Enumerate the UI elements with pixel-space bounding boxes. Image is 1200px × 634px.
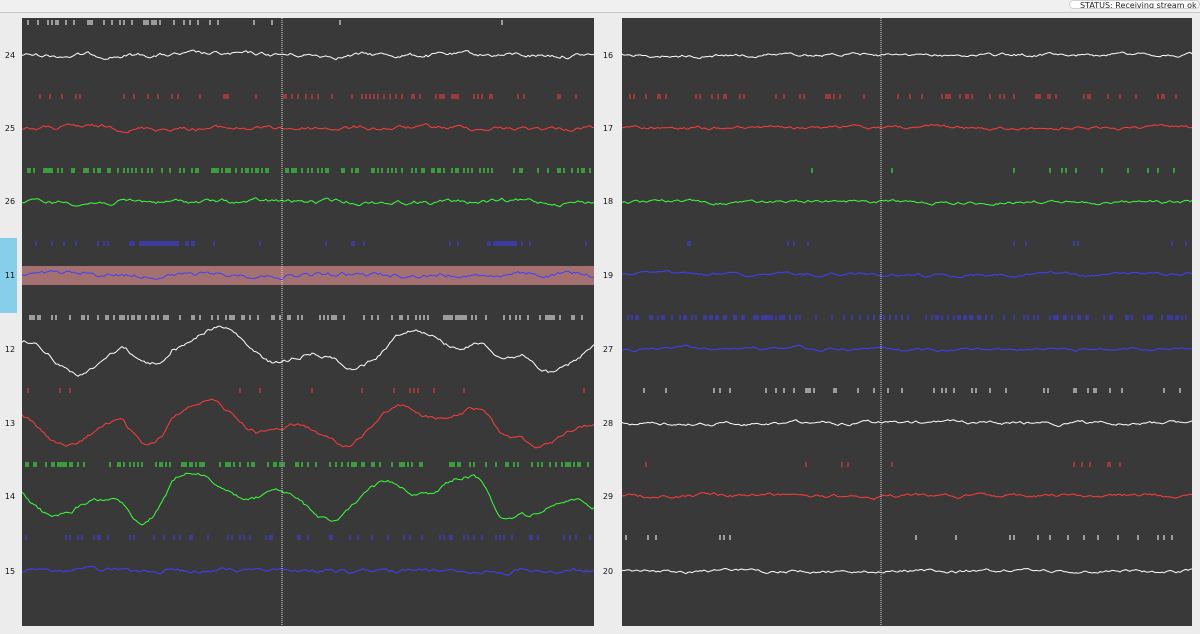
waveform-canvas-left[interactable] [22,18,594,626]
channel-trace [622,123,1192,131]
channel-trace [622,270,1192,279]
selected-channel-highlight [22,266,594,285]
channel-label[interactable]: 26 [4,197,16,206]
top-toolbar: STATUS: Receiving stream ok [0,0,1200,13]
channel-label[interactable]: 11 [4,271,16,280]
spike-raster [811,168,1175,173]
spike-raster [627,315,1187,320]
channel-trace [22,197,594,208]
channel-label[interactable]: 27 [602,345,614,354]
channel-trace [22,325,594,377]
spike-raster [645,462,1121,467]
spike-raster [687,241,1187,246]
channel-trace [22,565,594,576]
spike-raster [27,388,585,393]
channel-trace [22,123,594,134]
channel-label[interactable]: 20 [602,567,614,576]
channel-label[interactable]: 19 [602,271,614,280]
channel-trace [622,198,1192,206]
channel-label[interactable]: 18 [602,197,614,206]
channel-label[interactable]: 16 [602,51,614,60]
channel-trace [22,270,594,281]
selected-channel-marker[interactable] [0,238,17,313]
waveform-canvas-right[interactable] [622,18,1192,626]
spike-raster [25,535,591,540]
channel-trace [22,398,594,449]
waveform-panel-right[interactable] [622,18,1192,626]
channel-trace [22,49,594,61]
channel-trace [622,419,1192,428]
spike-raster [625,535,1173,540]
spike-raster [629,94,1177,99]
channel-trace [22,472,594,526]
channel-label[interactable]: 13 [4,419,16,428]
channel-label[interactable]: 24 [4,51,16,60]
spike-raster [27,20,503,25]
channel-label[interactable]: 17 [602,124,614,133]
waveform-panel-left[interactable] [22,18,594,626]
spike-raster [29,315,583,320]
channel-label[interactable]: 12 [4,345,16,354]
channel-label[interactable]: 29 [602,492,614,501]
channel-label[interactable]: 28 [602,419,614,428]
channel-trace [622,492,1192,500]
channel-trace [622,567,1192,575]
channel-label[interactable]: 15 [4,567,16,576]
spike-raster [27,168,591,173]
channel-trace [622,344,1192,353]
spike-raster [643,388,1181,393]
channel-trace [622,51,1192,60]
channel-label[interactable]: 14 [4,492,16,501]
spike-raster [25,462,589,467]
spike-raster [39,94,577,99]
status-indicator: STATUS: Receiving stream ok [1069,0,1200,9]
channel-label[interactable]: 25 [4,124,16,133]
spike-raster [35,241,587,246]
